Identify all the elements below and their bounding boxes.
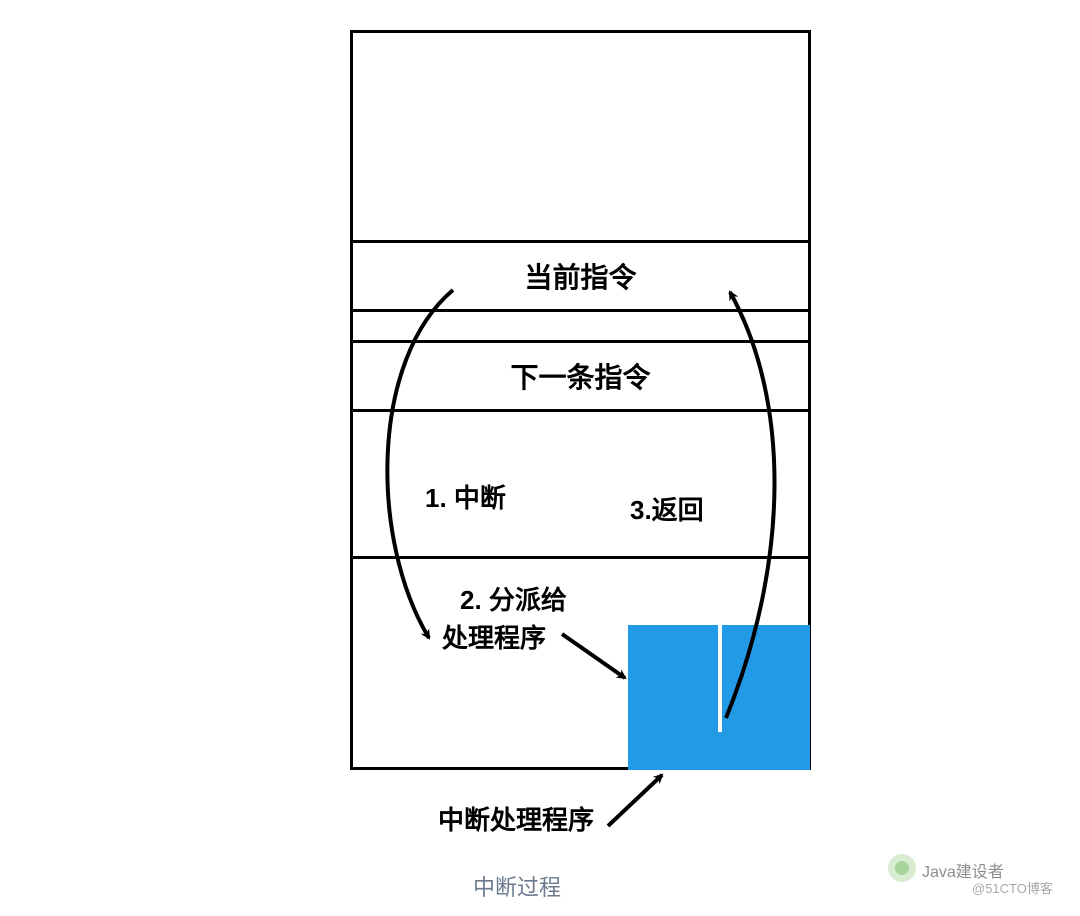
step2-label-line1: 2. 分派给 bbox=[460, 580, 567, 617]
wechat-icon bbox=[888, 854, 916, 882]
watermark-sub: @51CTO博客 bbox=[972, 878, 1053, 897]
dispatch-arrow bbox=[562, 634, 625, 678]
handler-caption: 中断处理程序 bbox=[438, 800, 594, 837]
return-arrow bbox=[726, 292, 775, 718]
step2-label-line2: 处理程序 bbox=[442, 618, 546, 655]
diagram-stage: 当前指令 下一条指令 1. 中断 2. 分派给 处理程序 3.返回 中断处理程序… bbox=[0, 0, 1080, 916]
arrow-layer bbox=[0, 0, 1080, 916]
step3-label: 3.返回 bbox=[630, 490, 704, 527]
step1-label: 1. 中断 bbox=[425, 478, 506, 515]
interrupt-arrow bbox=[387, 290, 453, 638]
figure-caption: 中断过程 bbox=[473, 870, 561, 902]
handler-pointer-arrow bbox=[608, 775, 662, 826]
